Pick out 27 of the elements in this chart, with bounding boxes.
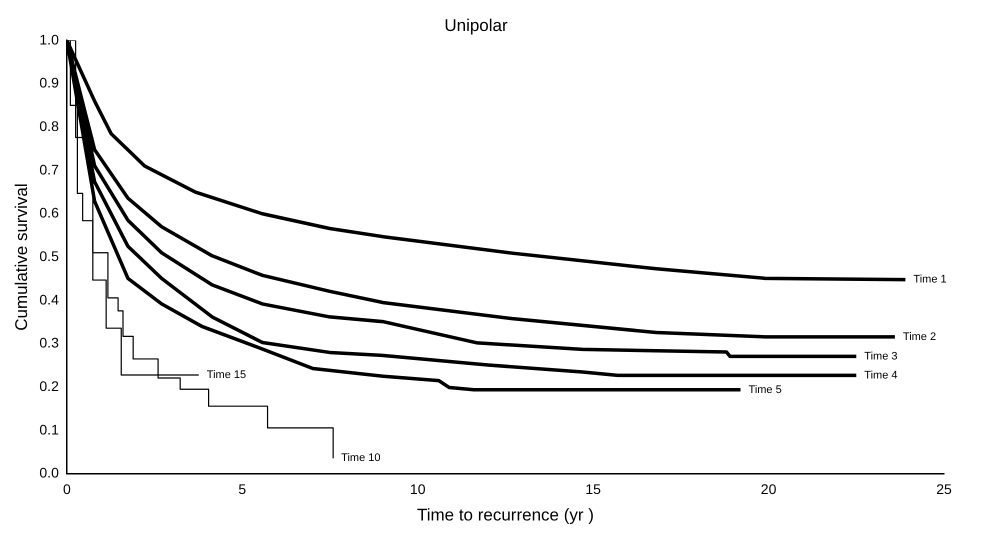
y-tick-label: 0.1	[39, 421, 60, 438]
x-tick-label: 25	[936, 481, 952, 498]
series-label: Time 1	[913, 274, 947, 286]
y-tick-label: 0.4	[39, 291, 60, 308]
y-tick-label: 0.9	[39, 74, 60, 91]
x-tick-label: 0	[62, 481, 71, 498]
series-label: Time 10	[341, 452, 380, 464]
series-label: Time 4	[864, 369, 898, 382]
y-tick-label: 0.8	[39, 118, 60, 134]
series-label: Time 15	[206, 369, 246, 382]
y-tick-label: 0.3	[39, 334, 60, 351]
x-tick-label: 20	[760, 481, 777, 498]
y-tick-label: 0.7	[39, 161, 60, 178]
series-label: Time 2	[902, 330, 936, 343]
y-tick-label: 1.0	[39, 31, 60, 48]
x-tick-label: 5	[238, 481, 246, 498]
chart-title: Unipolar	[444, 16, 508, 35]
x-axis-title: Time to recurrence (yr )	[416, 505, 594, 524]
y-axis-title: Cumulative survival	[12, 183, 31, 331]
series-label: Time 5	[748, 384, 782, 396]
y-tick-label: 0.6	[39, 204, 60, 221]
x-tick-label: 10	[410, 481, 426, 498]
y-tick-label: 0.0	[39, 464, 60, 481]
y-tick-label: 0.2	[39, 378, 60, 394]
x-tick-label: 15	[585, 481, 602, 498]
y-tick-label: 0.5	[39, 248, 60, 264]
series-label: Time 3	[864, 350, 898, 362]
